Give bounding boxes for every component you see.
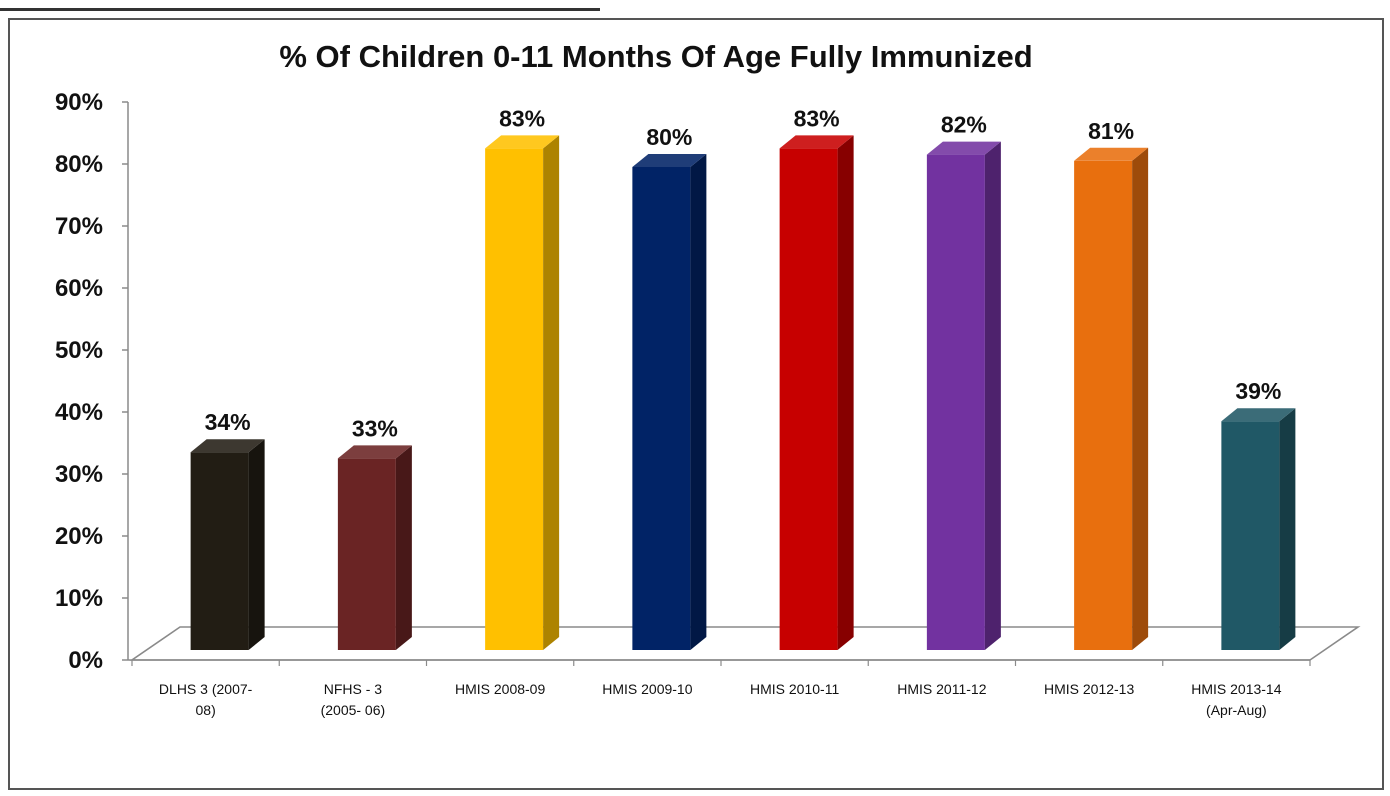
x-tick-label: HMIS 2008-09 (455, 681, 545, 697)
y-axis: 0% 10% 20% 30% 40% 50% 60% 70% 80% 90% (55, 89, 129, 674)
bar-side (690, 154, 707, 650)
y-tick-label: 70% (55, 213, 103, 240)
y-tick-label: 10% (55, 585, 103, 612)
bar-top (190, 439, 265, 453)
x-tick-label: DLHS 3 (2007-08) (159, 681, 253, 718)
bar-top (1221, 408, 1296, 422)
bar-side (837, 135, 854, 650)
data-label: 33% (352, 415, 398, 441)
y-tick-label: 20% (55, 523, 103, 550)
bar-front (632, 167, 691, 650)
bar: 81% (1074, 118, 1149, 651)
y-tick-label: 50% (55, 337, 103, 364)
bar-top (1074, 147, 1149, 161)
data-label: 80% (646, 124, 692, 150)
data-label: 82% (941, 112, 987, 138)
bar-side (395, 445, 412, 650)
bar-front (926, 154, 985, 650)
data-label: 83% (794, 105, 840, 131)
floor-plane (129, 626, 1361, 661)
bar-side (984, 141, 1001, 650)
data-label: 83% (499, 105, 545, 131)
chart-title: % Of Children 0-11 Months Of Age Fully I… (279, 39, 1032, 74)
bar-side (1279, 408, 1296, 650)
bar-top (337, 445, 412, 459)
data-label: 34% (205, 409, 251, 435)
x-tick-label: HMIS 2010-11 (750, 681, 839, 697)
y-tick-label: 90% (55, 89, 103, 116)
bar: 83% (485, 105, 560, 650)
bar-front (1221, 421, 1280, 650)
bar: 33% (337, 415, 412, 650)
bar: 34% (190, 409, 265, 650)
header-rule (0, 0, 600, 11)
bar-front (190, 452, 249, 650)
x-tick-label: NFHS - 3 (2005- 06) (321, 681, 386, 718)
data-label: 81% (1088, 118, 1134, 144)
y-tick-label: 80% (55, 151, 103, 178)
bar-top (779, 135, 854, 149)
x-tick-label: HMIS 2009-10 (602, 681, 692, 697)
x-tick-label: HMIS 2011-12 (897, 681, 986, 697)
bar-top (485, 135, 560, 149)
bar: 80% (632, 124, 707, 650)
y-tick-label: 60% (55, 275, 103, 302)
bar-front (485, 148, 544, 650)
bar-front (779, 148, 838, 650)
bar: 82% (926, 112, 1001, 650)
x-tick-label: HMIS 2012-13 (1044, 681, 1134, 697)
bars: 34% 33% 83% 80% 83% 82% 81% 39% (190, 105, 1296, 651)
x-tick-label: HMIS 2013-14 (Apr-Aug) (1191, 681, 1281, 718)
bar-side (248, 439, 265, 650)
x-axis: DLHS 3 (2007-08) NFHS - 3 (2005- 06) HMIS 2… (128, 659, 1311, 718)
chart-floor (129, 626, 1361, 661)
y-tick-label: 0% (68, 647, 103, 674)
bar: 39% (1221, 378, 1296, 650)
bar-top (926, 141, 1001, 155)
bar-side (1132, 147, 1149, 651)
bar-front (1074, 160, 1133, 651)
data-label: 39% (1235, 378, 1281, 404)
bar: 83% (779, 105, 854, 650)
y-tick-label: 40% (55, 399, 103, 426)
bar-top (632, 154, 707, 167)
y-tick-label: 30% (55, 461, 103, 488)
bar-side (543, 135, 560, 650)
bar-front (337, 458, 396, 650)
